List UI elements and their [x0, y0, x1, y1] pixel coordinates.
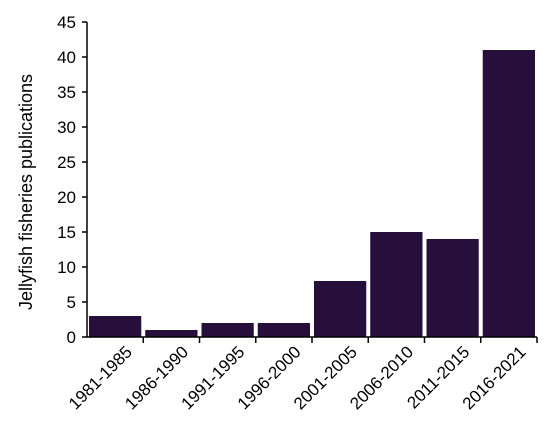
bar-1996-2000: [257, 323, 310, 337]
bars-group: [89, 50, 535, 337]
bar-1986-1990: [145, 330, 198, 337]
y-axis: 0 5 10 15 20 25 30 35 40 45: [57, 13, 88, 347]
y-tick-label-20: 20: [57, 188, 76, 207]
y-tick-label-15: 15: [57, 223, 76, 242]
bar-2001-2005: [314, 281, 367, 337]
y-tick-label-25: 25: [57, 153, 76, 172]
bar-2006-2010: [370, 232, 423, 337]
y-axis-title: Jellyfish fisheries publications: [16, 74, 36, 310]
bar-2016-2021: [482, 50, 535, 337]
y-tick-label-10: 10: [57, 258, 76, 277]
x-axis: 1981-19851986-19901991-19951996-20002001…: [65, 336, 538, 413]
bar-1981-1985: [89, 316, 142, 337]
y-tick-label-45: 45: [57, 13, 76, 32]
y-tick-label-5: 5: [67, 293, 76, 312]
bar-2011-2015: [426, 239, 479, 337]
bar-1991-1995: [201, 323, 254, 337]
y-tick-label-40: 40: [57, 48, 76, 67]
y-tick-label-35: 35: [57, 83, 76, 102]
y-tick-label-30: 30: [57, 118, 76, 137]
y-tick-label-0: 0: [67, 328, 76, 347]
